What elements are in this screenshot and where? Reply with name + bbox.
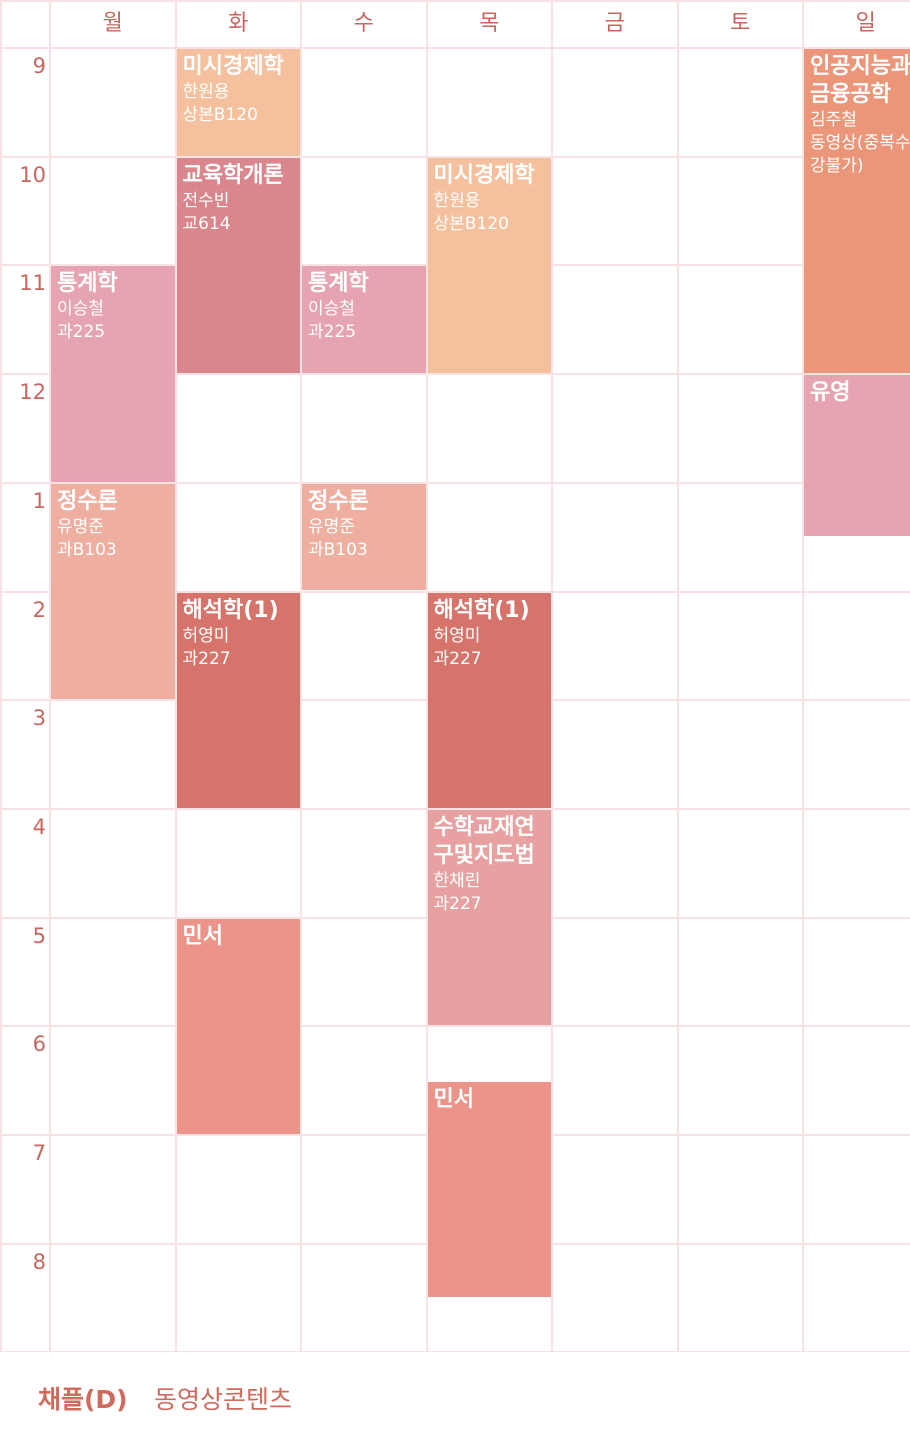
day-header: 월 — [102, 11, 123, 36]
course-professor: 김주철 — [810, 110, 857, 130]
course-professor: 유명준 — [308, 516, 355, 537]
grid-line-vertical — [49, 0, 51, 1352]
hour-label: 12 — [19, 380, 46, 405]
course-block[interactable]: 교육학개론 전수빈 교614 — [176, 157, 300, 374]
course-room: 과225 — [308, 322, 357, 343]
course-title: 정수론 — [308, 488, 369, 514]
course-title: 해석학(1) — [433, 597, 530, 623]
grid-line-horizontal — [0, 1025, 910, 1028]
course-room: 과227 — [182, 648, 231, 669]
footer-item-video-content[interactable]: 동영상콘텐츠 — [154, 1385, 293, 1414]
course-professor: 한원용 — [182, 82, 230, 102]
course-professor: 한채린 — [433, 870, 481, 891]
course-title: 유영 — [810, 380, 851, 406]
course-block[interactable]: 민서 — [427, 1081, 551, 1298]
course-block[interactable]: 미시경제학 한원용 상본B120 — [427, 157, 551, 374]
grid-line-horizontal — [0, 807, 910, 810]
grid-line-vertical — [676, 0, 679, 1352]
course-room: 과225 — [57, 322, 106, 343]
grid-line-horizontal — [0, 155, 910, 158]
course-room: 동영상(중복수 강불가) — [810, 133, 910, 176]
grid-line-vertical — [551, 0, 553, 1352]
grid-line-horizontal — [0, 0, 910, 2]
day-header: 금 — [604, 11, 625, 36]
grid-line-vertical — [174, 0, 177, 1352]
course-title: 수학교재연 구및지도법 — [433, 814, 535, 868]
course-title: 인공지능과 금융공학 — [810, 54, 910, 107]
grid-line-vertical — [425, 0, 428, 1352]
course-title: 민서 — [182, 923, 223, 949]
course-professor: 허영미 — [433, 625, 481, 646]
course-title: 정수론 — [57, 488, 118, 514]
day-header: 일 — [855, 11, 876, 36]
day-header: 화 — [228, 11, 249, 36]
course-professor: 유명준 — [57, 516, 104, 537]
course-title: 통계학 — [57, 271, 118, 297]
footer-item-chapel[interactable]: 채플(D) — [38, 1385, 128, 1414]
hour-label: 4 — [32, 814, 46, 839]
grid-line-vertical — [802, 0, 804, 1352]
grid-line-vertical — [300, 0, 302, 1352]
course-room: 과B103 — [308, 539, 368, 560]
timetable-grid: 월 화 수 목 금 토 일 9 10 11 12 1 2 3 4 5 6 7 8 미시경제학 한원용 상본B120 교육학개… — [0, 0, 910, 1354]
hour-label: 2 — [32, 597, 46, 622]
course-block[interactable]: 통계학 이승철 과225 — [302, 266, 426, 374]
course-room: 교614 — [182, 213, 231, 234]
course-block[interactable]: 정수론 유명준 과B103 — [51, 483, 175, 700]
course-title: 해석학(1) — [182, 597, 279, 623]
grid-line-vertical — [0, 0, 2, 1352]
course-room: 과B103 — [57, 539, 117, 560]
course-professor: 전수빈 — [182, 190, 230, 211]
course-professor: 허영미 — [182, 625, 230, 646]
course-room: 상본B120 — [182, 105, 258, 125]
course-block[interactable]: 해석학(1) 허영미 과227 — [427, 592, 551, 808]
course-block[interactable]: 통계학 이승철 과225 — [51, 266, 175, 482]
course-room: 상본B120 — [433, 213, 509, 234]
hour-label: 1 — [32, 488, 46, 513]
course-title: 미시경제학 — [433, 162, 535, 188]
course-professor: 이승철 — [57, 299, 104, 320]
day-header: 토 — [730, 11, 751, 36]
course-room: 과227 — [433, 893, 482, 914]
grid-line-horizontal — [0, 373, 910, 376]
course-title: 교육학개론 — [182, 162, 284, 188]
grid-line-horizontal — [0, 590, 910, 593]
hour-label: 3 — [32, 706, 46, 731]
course-professor: 한원용 — [433, 190, 481, 211]
course-professor: 이승철 — [308, 299, 355, 320]
hour-label: 10 — [19, 162, 46, 187]
hour-label: 7 — [32, 1141, 46, 1165]
day-header: 목 — [479, 11, 500, 36]
course-block[interactable]: 유영 — [804, 375, 910, 537]
course-title: 미시경제학 — [182, 54, 284, 79]
hour-label: 11 — [19, 271, 46, 296]
grid-line-horizontal — [0, 481, 910, 484]
hour-label: 9 — [32, 54, 46, 78]
course-title: 통계학 — [308, 271, 369, 297]
course-block[interactable]: 정수론 유명준 과B103 — [302, 483, 426, 591]
course-title: 민서 — [433, 1086, 474, 1112]
grid-line-horizontal — [0, 47, 910, 49]
course-room: 과227 — [433, 648, 482, 669]
course-block[interactable]: 수학교재연 구및지도법 한채린 과227 — [427, 809, 551, 1026]
day-header: 수 — [353, 11, 374, 36]
course-block[interactable]: 해석학(1) 허영미 과227 — [176, 592, 300, 808]
hour-label: 5 — [32, 923, 46, 948]
course-block[interactable]: 민서 — [176, 918, 300, 1134]
hour-label: 6 — [32, 1032, 46, 1057]
footer-extra-courses: 채플(D) 동영상콘텐츠 — [0, 1352, 910, 1440]
hour-label: 8 — [32, 1249, 46, 1274]
